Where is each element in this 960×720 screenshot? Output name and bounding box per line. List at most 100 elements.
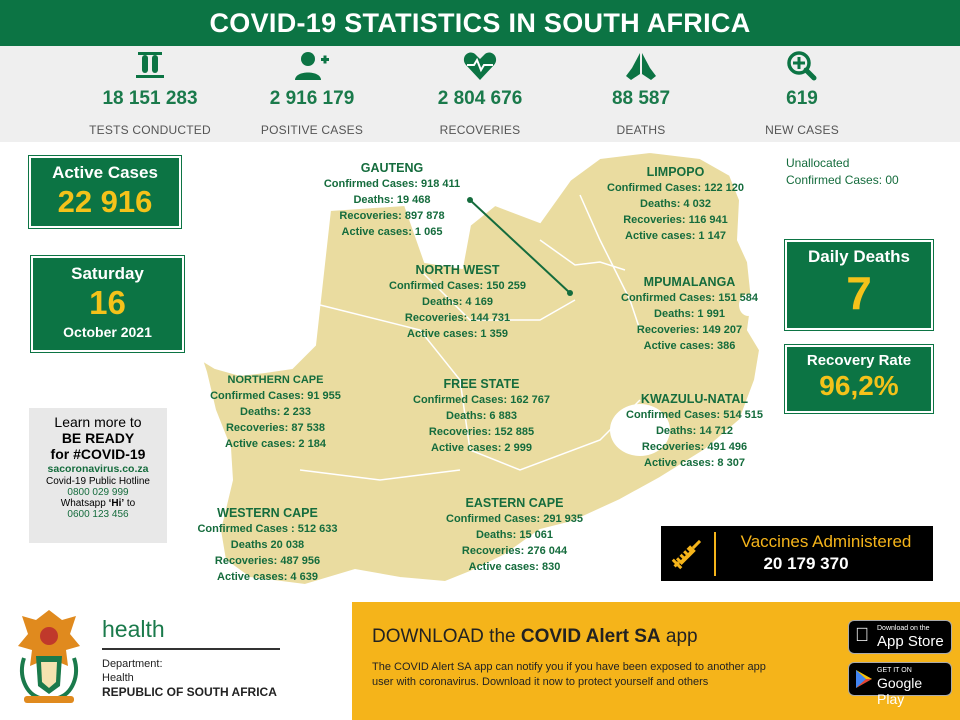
province-western-cape: WESTERN CAPE Confirmed Cases : 512 633 D… <box>190 505 345 585</box>
province-line: Confirmed Cases: 151 584 <box>621 292 758 304</box>
be-ready-line2: BE READY <box>61 430 135 446</box>
stat-value: 18 151 283 <box>102 88 198 109</box>
province-gauteng: GAUTENG Confirmed Cases: 918 411 Deaths:… <box>312 160 472 240</box>
province-line: Recoveries: 144 731 <box>404 312 511 324</box>
stat-label: TESTS CONDUCTED <box>89 123 211 137</box>
province-name: MPUMALANGA <box>643 275 736 289</box>
app-banner-title: DOWNLOAD the COVID Alert SA app <box>372 626 698 647</box>
province-line: Active cases: 8 307 <box>644 457 745 469</box>
map-land <box>200 150 762 587</box>
province-line: Deaths: 6 883 <box>446 410 517 422</box>
stat-label: POSITIVE CASES <box>260 123 364 137</box>
vaccines-value: 20 179 370 <box>763 554 849 573</box>
vaccines-label: Vaccines Administered <box>740 532 912 551</box>
province-line: Recoveries: 87 538 <box>225 422 326 434</box>
play-icon <box>855 669 873 694</box>
app-store-button[interactable]:  Download on the App Store <box>848 620 952 654</box>
coat-of-arms-icon <box>14 606 84 711</box>
test-tubes-icon <box>132 50 168 82</box>
date-day: 16 <box>89 284 126 321</box>
stat-label: DEATHS <box>616 123 666 137</box>
province-line: Deaths: 1 991 <box>654 308 725 320</box>
active-cases-value: 22 916 <box>57 184 153 219</box>
province-line: Deaths: 14 712 <box>655 425 734 437</box>
province-line: Deaths 20 038 <box>230 539 305 551</box>
department-logo-area: health Department: Health REPUBLIC OF SO… <box>0 602 352 720</box>
date-weekday: Saturday <box>71 264 144 283</box>
province-line: Confirmed Cases: 150 259 <box>389 280 526 292</box>
stat-new-cases: 619 NEW CASES <box>712 46 892 137</box>
gauteng-pointer-line <box>469 199 571 294</box>
website-link[interactable]: sacoronavirus.co.za <box>47 463 149 475</box>
whatsapp-number: 0600 123 456 <box>67 509 129 520</box>
recovery-rate-label: Recovery Rate <box>806 352 912 369</box>
stat-value: 2 804 676 <box>437 88 523 109</box>
province-line: Recoveries: 897 878 <box>339 210 445 222</box>
province-line: Recoveries: 149 207 <box>636 324 743 336</box>
province-name: LIMPOPO <box>646 165 705 179</box>
province-line: Confirmed Cases: 918 411 <box>323 178 461 190</box>
vaccine-divider <box>714 532 716 576</box>
hotline-number: 0800 029 999 <box>67 487 129 498</box>
stat-label: RECOVERIES <box>439 123 521 137</box>
daily-deaths-box: Daily Deaths 7 <box>784 239 934 331</box>
date-month-year: October 2021 <box>63 324 152 340</box>
province-line: Deaths: 4 032 <box>640 198 711 210</box>
stat-tests: 18 151 283 TESTS CONDUCTED <box>60 46 240 137</box>
province-border <box>299 194 641 481</box>
lesotho <box>610 404 670 456</box>
zoom-plus-icon <box>784 50 820 82</box>
province-free-state: FREE STATE Confirmed Cases: 162 767 Deat… <box>404 376 559 456</box>
province-name: GAUTENG <box>360 161 424 175</box>
recovery-rate-value: 96,2% <box>819 370 899 401</box>
department-text: Department: Health REPUBLIC OF SOUTH AFR… <box>102 658 277 699</box>
province-line: Recoveries: 116 941 <box>623 214 728 226</box>
be-ready-line1: Learn more to <box>54 414 142 430</box>
province-line: Recoveries: 491 496 <box>641 441 748 453</box>
eswatini <box>739 294 757 316</box>
province-line: Recoveries: 487 956 <box>214 555 321 567</box>
province-line: Deaths: 19 468 <box>353 194 431 206</box>
province-name: FREE STATE <box>443 377 520 391</box>
province-line: Confirmed Cases: 91 955 <box>210 390 341 402</box>
divider-line <box>102 648 280 650</box>
province-line: Deaths: 15 061 <box>475 529 554 541</box>
health-wordmark: health <box>102 616 165 642</box>
syringe-icon <box>669 535 707 576</box>
stats-bar: 18 151 283 TESTS CONDUCTED 2 916 179 POS… <box>0 46 960 142</box>
south-africa-map <box>200 150 762 587</box>
daily-deaths-value: 7 <box>846 267 872 319</box>
google-play-button[interactable]: GET IT ON Google Play <box>848 662 952 707</box>
province-kwazulu-natal: KWAZULU-NATAL Confirmed Cases: 514 515 D… <box>617 391 772 471</box>
province-line: Recoveries: 276 044 <box>461 545 568 557</box>
province-name: EASTERN CAPE <box>465 496 564 510</box>
stat-positive: 2 916 179 POSITIVE CASES <box>222 46 402 137</box>
gauteng-pointer-end <box>567 290 573 296</box>
date-box: Saturday 16 October 2021 <box>30 255 185 353</box>
stat-deaths: 88 587 DEATHS <box>551 46 731 137</box>
unallocated-note: Unallocated Confirmed Cases: 00 <box>786 156 899 187</box>
province-line: Active cases: 1 147 <box>625 230 726 242</box>
province-line: Active cases: 2 184 <box>225 438 326 450</box>
province-line: Confirmed Cases : 512 633 <box>197 523 338 535</box>
province-name: WESTERN CAPE <box>217 506 318 520</box>
active-cases-label: Active Cases <box>52 163 158 182</box>
province-line: Confirmed Cases: 162 767 <box>413 394 550 406</box>
daily-deaths-label: Daily Deaths <box>807 247 911 266</box>
province-line: Active cases: 386 <box>643 340 736 352</box>
whatsapp-label: Whatsapp ‘Hi’ to <box>60 498 136 509</box>
hotline-label: Covid-19 Public Hotline <box>46 476 150 487</box>
province-eastern-cape: EASTERN CAPE Confirmed Cases: 291 935 De… <box>437 495 592 575</box>
be-ready-box: Learn more to BE READY for #COVID-19 sac… <box>29 408 167 543</box>
province-mpumalanga: MPUMALANGA Confirmed Cases: 151 584 Deat… <box>612 274 767 354</box>
province-name: NORTHERN CAPE <box>227 374 324 386</box>
vaccines-box: Vaccines Administered 20 179 370 <box>661 526 933 581</box>
province-line: Active cases: 4 639 <box>217 571 318 583</box>
province-line: Active cases: 2 999 <box>431 442 532 454</box>
province-line: Confirmed Cases: 514 515 <box>626 409 763 421</box>
province-line: Deaths: 2 233 <box>240 406 311 418</box>
app-banner-body: The COVID Alert SA app can notify you if… <box>372 661 766 688</box>
active-cases-box: Active Cases 22 916 <box>28 155 182 229</box>
stat-value: 619 <box>786 88 818 109</box>
province-line: Deaths: 4 169 <box>422 296 493 308</box>
